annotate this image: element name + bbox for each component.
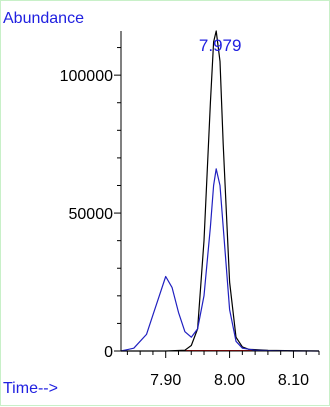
plot-lines bbox=[120, 30, 320, 352]
y-tick-label: 0 bbox=[104, 344, 113, 361]
x-axis-title: Time--> bbox=[3, 380, 58, 397]
y-tick-label: 50000 bbox=[69, 206, 114, 223]
tick-labels: 7.90 8.00 8.10 0 50000 100000 7.979 bbox=[60, 36, 310, 389]
x-tick-label: 7.90 bbox=[150, 372, 181, 389]
x-tick-label: 8.10 bbox=[278, 372, 309, 389]
y-tick-label: 100000 bbox=[60, 68, 113, 85]
axes bbox=[114, 31, 320, 358]
series-line-2 bbox=[120, 168, 319, 352]
peak-label: 7.979 bbox=[199, 36, 242, 55]
x-tick-label: 8.00 bbox=[214, 372, 245, 389]
y-axis-title: Abundance bbox=[3, 10, 84, 27]
